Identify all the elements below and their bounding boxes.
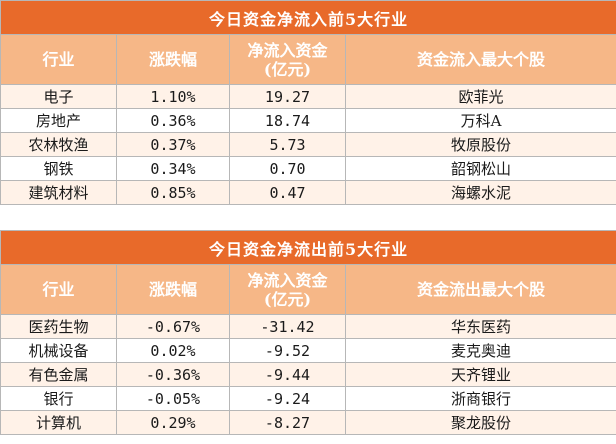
table-row: 房地产 0.36% 18.74 万科A	[0, 108, 616, 133]
table-row: 电子 1.10% 19.27 欧菲光	[0, 84, 616, 109]
industry-cell: 有色金属	[0, 362, 117, 387]
change-cell: 0.36%	[116, 108, 230, 133]
stock-cell: 麦克奥迪	[344, 338, 616, 363]
inflow-header-change: 涨跌幅	[116, 34, 230, 85]
netflow-cell: -9.44	[229, 362, 346, 387]
change-cell: 0.34%	[116, 156, 230, 181]
stock-cell: 浙商银行	[344, 386, 616, 411]
netflow-cell: 19.27	[229, 84, 346, 109]
table-row: 农林牧渔 0.37% 5.73 牧原股份	[0, 132, 616, 157]
netflow-cell: -9.24	[229, 386, 346, 411]
stock-cell: 海螺水泥	[344, 180, 616, 205]
industry-cell: 医药生物	[0, 314, 117, 339]
inflow-title: 今日资金净流入前5大行业	[0, 0, 616, 35]
netflow-cell: 0.70	[229, 156, 346, 181]
netflow-cell: -31.42	[229, 314, 346, 339]
change-cell: 1.10%	[116, 84, 230, 109]
section-gap-cell	[0, 204, 616, 231]
stock-cell: 天齐锂业	[344, 362, 616, 387]
table-row: 银行 -0.05% -9.24 浙商银行	[0, 386, 616, 411]
table-row: 有色金属 -0.36% -9.44 天齐锂业	[0, 362, 616, 387]
netflow-cell: 5.73	[229, 132, 346, 157]
outflow-header-industry: 行业	[0, 264, 117, 315]
netflow-cell: -8.27	[229, 410, 346, 435]
outflow-header-netflow: 净流入资金 (亿元)	[229, 264, 346, 315]
industry-cell: 机械设备	[0, 338, 117, 363]
outflow-header-netflow-line2: (亿元)	[263, 289, 312, 309]
outflow-title: 今日资金净流出前5大行业	[0, 230, 616, 265]
stock-cell: 聚龙股份	[344, 410, 616, 435]
industry-cell: 建筑材料	[0, 180, 117, 205]
industry-cell: 计算机	[0, 410, 117, 435]
change-cell: -0.67%	[116, 314, 230, 339]
change-cell: 0.29%	[116, 410, 230, 435]
inflow-header-netflow-line2: (亿元)	[263, 59, 312, 79]
outflow-header-change: 涨跌幅	[116, 264, 230, 315]
change-cell: 0.85%	[116, 180, 230, 205]
industry-cell: 钢铁	[0, 156, 117, 181]
stock-cell: 欧菲光	[344, 84, 616, 109]
netflow-cell: 18.74	[229, 108, 346, 133]
stock-cell: 万科A	[344, 108, 616, 133]
inflow-header-row: 行业 涨跌幅 净流入资金 (亿元) 资金流入最大个股	[0, 34, 616, 85]
change-cell: -0.05%	[116, 386, 230, 411]
section-gap	[0, 204, 616, 231]
table-row: 计算机 0.29% -8.27 聚龙股份	[0, 410, 616, 435]
change-cell: 0.37%	[116, 132, 230, 157]
inflow-header-netflow-line1: 净流入资金	[247, 40, 328, 60]
netflow-cell: -9.52	[229, 338, 346, 363]
industry-cell: 电子	[0, 84, 117, 109]
stock-cell: 华东医药	[344, 314, 616, 339]
table-row: 建筑材料 0.85% 0.47 海螺水泥	[0, 180, 616, 205]
industry-cell: 农林牧渔	[0, 132, 117, 157]
outflow-header-row: 行业 涨跌幅 净流入资金 (亿元) 资金流出最大个股	[0, 264, 616, 315]
change-cell: -0.36%	[116, 362, 230, 387]
table-row: 钢铁 0.34% 0.70 韶钢松山	[0, 156, 616, 181]
inflow-title-row: 今日资金净流入前5大行业	[0, 0, 616, 35]
industry-cell: 房地产	[0, 108, 117, 133]
inflow-header-netflow: 净流入资金 (亿元)	[229, 34, 346, 85]
inflow-header-industry: 行业	[0, 34, 117, 85]
change-cell: 0.02%	[116, 338, 230, 363]
netflow-cell: 0.47	[229, 180, 346, 205]
table-row: 机械设备 0.02% -9.52 麦克奥迪	[0, 338, 616, 363]
outflow-header-netflow-line1: 净流入资金	[247, 270, 328, 290]
inflow-header-top-stock: 资金流入最大个股	[344, 34, 616, 85]
stock-cell: 韶钢松山	[344, 156, 616, 181]
industry-cell: 银行	[0, 386, 117, 411]
outflow-title-row: 今日资金净流出前5大行业	[0, 230, 616, 265]
stock-cell: 牧原股份	[344, 132, 616, 157]
outflow-header-top-stock: 资金流出最大个股	[344, 264, 616, 315]
fund-flow-table: 今日资金净流入前5大行业 行业 涨跌幅 净流入资金 (亿元) 资金流入最大个股 …	[0, 0, 616, 435]
table-row: 医药生物 -0.67% -31.42 华东医药	[0, 314, 616, 339]
